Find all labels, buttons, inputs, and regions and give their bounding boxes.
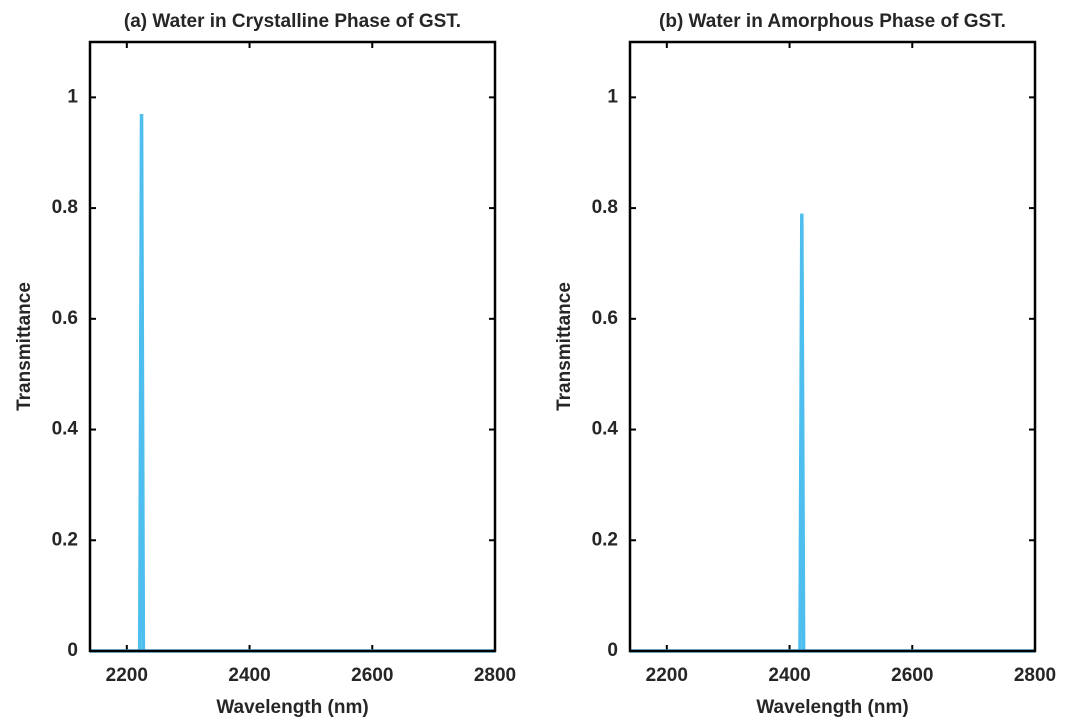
y-tick-label: 0.4 [52,419,79,440]
y-tick-label: 0.8 [52,197,78,218]
y-tick-label: 0.8 [592,197,618,218]
x-tick-label: 2800 [1014,665,1056,686]
y-axis-label: Transmittance [554,282,575,411]
y-axis-label: Transmittance [14,282,35,411]
y-tick-label: 0.6 [52,308,78,329]
chart-title: (a) Water in Crystalline Phase of GST. [124,11,461,32]
x-axis-label: Wavelength (nm) [756,697,908,718]
x-tick-label: 2400 [228,665,270,686]
data-line [90,113,495,653]
y-tick-label: 0.2 [52,529,78,550]
y-tick-label: 1 [67,86,78,107]
x-tick-label: 2600 [351,665,393,686]
y-tick-label: 0.4 [592,419,619,440]
x-tick-label: 2200 [106,665,148,686]
x-tick-label: 2600 [891,665,933,686]
chart-title: (b) Water in Amorphous Phase of GST. [659,11,1006,32]
x-tick-label: 2400 [768,665,810,686]
x-tick-label: 2800 [474,665,516,686]
x-tick-label: 2200 [646,665,688,686]
y-tick-label: 0.6 [592,308,618,329]
y-tick-label: 0.2 [592,529,618,550]
plot-frame [88,40,497,653]
y-tick-label: 0 [67,640,78,661]
x-axis-label: Wavelength (nm) [216,697,368,718]
y-tick-label: 1 [607,86,618,107]
y-tick-label: 0 [607,640,618,661]
data-line [630,213,1035,653]
plot-frame [628,40,1037,653]
